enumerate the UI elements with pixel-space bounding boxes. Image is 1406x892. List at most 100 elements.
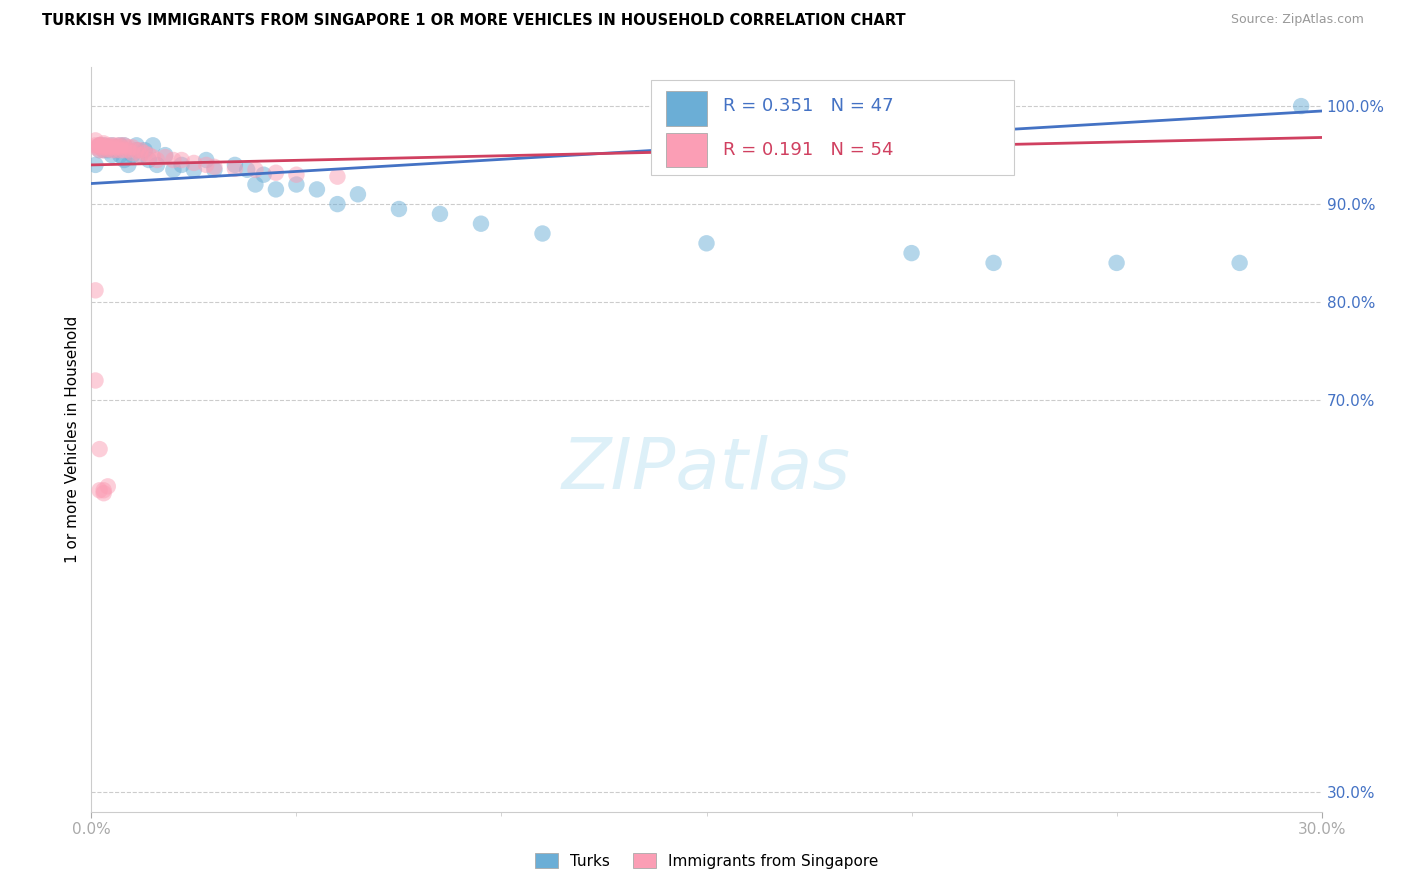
Point	[129, 148, 152, 162]
Point	[84, 133, 107, 147]
Point	[153, 150, 177, 164]
Point	[93, 483, 115, 498]
Point	[162, 162, 184, 177]
Point	[138, 153, 160, 167]
Point	[429, 207, 451, 221]
Point	[129, 148, 152, 162]
FancyBboxPatch shape	[666, 92, 706, 126]
Point	[101, 138, 124, 153]
Point	[97, 138, 120, 153]
Point	[264, 166, 287, 180]
Point	[89, 138, 111, 153]
Point	[153, 148, 177, 162]
Point	[121, 148, 143, 162]
Point	[253, 168, 276, 182]
Point	[326, 169, 349, 184]
Point	[84, 284, 107, 298]
Point	[183, 162, 205, 177]
Point	[101, 138, 124, 153]
Point	[112, 138, 135, 153]
Point	[326, 197, 349, 211]
Point	[108, 138, 131, 153]
Point	[108, 138, 131, 153]
Point	[162, 153, 184, 167]
Point	[97, 140, 120, 154]
Point	[146, 153, 169, 167]
Legend: Turks, Immigrants from Singapore: Turks, Immigrants from Singapore	[529, 847, 884, 875]
Point	[112, 153, 135, 167]
Point	[1105, 256, 1128, 270]
Point	[170, 158, 193, 172]
Point	[105, 143, 127, 157]
Text: R = 0.191   N = 54: R = 0.191 N = 54	[723, 141, 893, 160]
Point	[89, 143, 111, 157]
Y-axis label: 1 or more Vehicles in Household: 1 or more Vehicles in Household	[65, 316, 80, 563]
Point	[93, 143, 115, 157]
Point	[138, 148, 160, 162]
Point	[93, 143, 115, 157]
Point	[983, 256, 1005, 270]
Point	[89, 442, 111, 456]
Point	[97, 143, 120, 157]
Point	[202, 160, 225, 174]
FancyBboxPatch shape	[666, 133, 706, 168]
Point	[112, 143, 135, 157]
Point	[347, 187, 370, 202]
Point	[93, 136, 115, 151]
Point	[129, 143, 152, 157]
Point	[84, 374, 107, 388]
Point	[531, 227, 554, 241]
Point	[245, 162, 267, 177]
Point	[285, 168, 308, 182]
Point	[388, 202, 411, 216]
Point	[93, 486, 115, 500]
Point	[305, 182, 328, 196]
Point	[170, 153, 193, 167]
Point	[245, 178, 267, 192]
Point	[105, 138, 127, 153]
Point	[264, 182, 287, 196]
Point	[84, 140, 107, 154]
Point	[900, 246, 922, 260]
Point	[101, 140, 124, 154]
Point	[108, 143, 131, 157]
Point	[146, 158, 169, 172]
Point	[470, 217, 492, 231]
Point	[93, 138, 115, 153]
Point	[695, 236, 717, 251]
Point	[84, 158, 107, 172]
Point	[97, 142, 120, 156]
Point	[108, 148, 131, 162]
Point	[89, 138, 111, 153]
Point	[108, 140, 131, 154]
Text: Source: ZipAtlas.com: Source: ZipAtlas.com	[1230, 13, 1364, 27]
Point	[121, 146, 143, 161]
Text: ZIPatlas: ZIPatlas	[562, 434, 851, 504]
Point	[195, 153, 218, 167]
Point	[84, 138, 107, 153]
Point	[93, 140, 115, 154]
Point	[134, 143, 156, 157]
Point	[89, 483, 111, 498]
Point	[105, 140, 127, 154]
Point	[224, 158, 246, 172]
Point	[236, 162, 259, 177]
Point	[112, 138, 135, 153]
Point	[117, 143, 139, 157]
Point	[93, 138, 115, 153]
Point	[134, 146, 156, 161]
Point	[1229, 256, 1251, 270]
FancyBboxPatch shape	[651, 79, 1014, 175]
Point	[125, 138, 148, 153]
Point	[142, 138, 165, 153]
Text: R = 0.351   N = 47: R = 0.351 N = 47	[723, 96, 893, 115]
Point	[89, 143, 111, 157]
Point	[125, 143, 148, 157]
Point	[1289, 99, 1312, 113]
Point	[117, 158, 139, 172]
Text: TURKISH VS IMMIGRANTS FROM SINGAPORE 1 OR MORE VEHICLES IN HOUSEHOLD CORRELATION: TURKISH VS IMMIGRANTS FROM SINGAPORE 1 O…	[42, 13, 905, 29]
Point	[105, 143, 127, 157]
Point	[97, 479, 120, 493]
Point	[101, 148, 124, 162]
Point	[142, 150, 165, 164]
